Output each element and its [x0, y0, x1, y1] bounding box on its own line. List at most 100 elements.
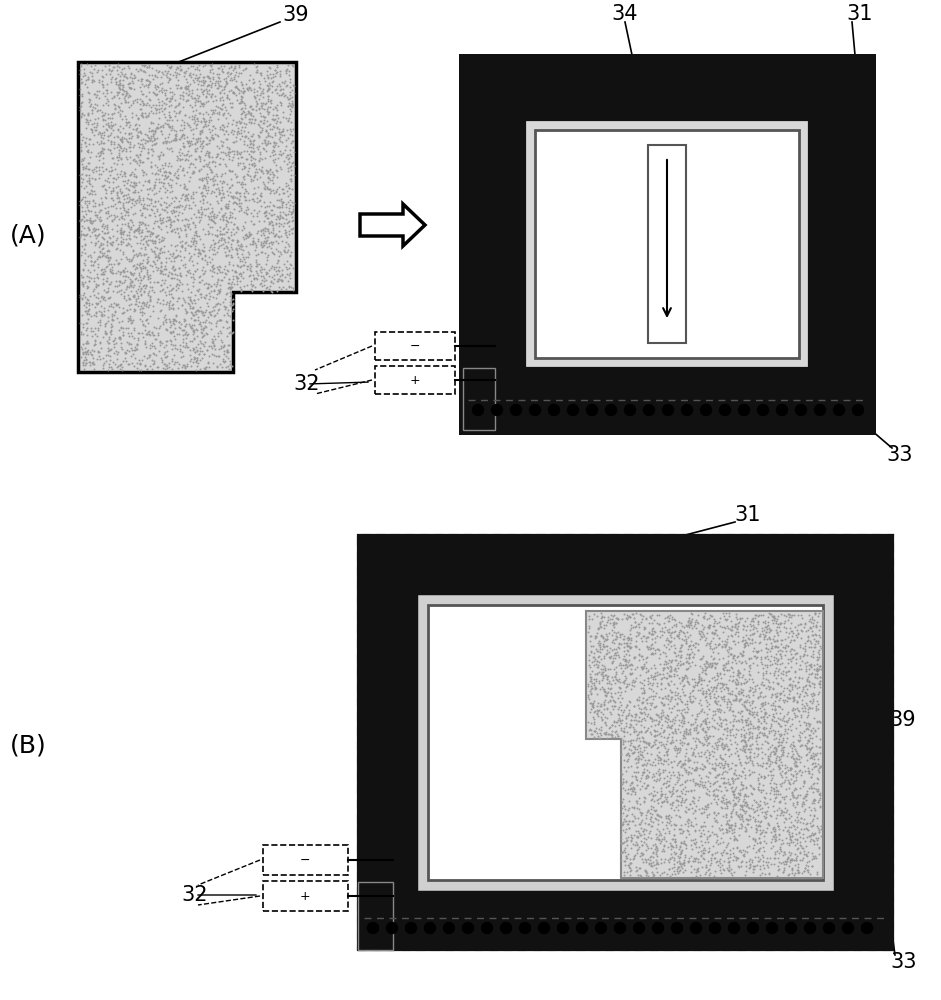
Point: [73, 71, 88, 87]
Point: [648, 765, 663, 781]
Point: [810, 662, 825, 678]
Point: [75, 161, 90, 177]
Point: [104, 236, 119, 252]
Point: [191, 355, 206, 371]
Point: [616, 702, 631, 718]
Point: [134, 83, 149, 99]
Point: [94, 212, 109, 228]
Point: [133, 355, 148, 371]
Point: [263, 95, 279, 111]
Point: [627, 610, 642, 626]
Point: [93, 262, 108, 278]
Point: [763, 782, 778, 798]
Point: [678, 633, 694, 649]
Point: [768, 823, 783, 839]
Point: [111, 178, 126, 194]
Point: [628, 614, 643, 630]
Point: [705, 641, 720, 657]
Point: [634, 845, 649, 861]
Point: [130, 128, 145, 144]
Point: [82, 301, 97, 317]
Point: [784, 646, 799, 662]
Point: [803, 633, 818, 649]
Point: [812, 661, 827, 677]
Point: [681, 649, 696, 665]
Point: [142, 132, 157, 148]
Point: [781, 704, 796, 720]
Point: [812, 824, 827, 840]
Point: [215, 294, 231, 310]
Point: [733, 646, 748, 662]
Point: [114, 305, 129, 321]
Point: [250, 190, 265, 206]
Point: [795, 850, 810, 866]
Point: [136, 192, 151, 208]
Point: [276, 145, 291, 161]
Point: [274, 123, 289, 139]
Point: [152, 242, 167, 258]
Point: [663, 659, 678, 675]
Point: [204, 208, 219, 224]
Point: [738, 632, 753, 648]
Point: [78, 167, 93, 183]
Point: [719, 676, 734, 692]
Point: [249, 208, 264, 224]
Point: [147, 124, 162, 140]
Point: [622, 741, 637, 757]
Point: [129, 221, 144, 237]
Point: [217, 353, 232, 369]
Point: [239, 76, 254, 92]
Point: [715, 650, 730, 666]
Point: [602, 615, 617, 631]
Point: [279, 266, 295, 282]
Point: [131, 217, 146, 233]
Point: [235, 249, 250, 265]
Point: [106, 256, 121, 272]
Point: [243, 82, 258, 98]
Point: [107, 211, 122, 227]
Point: [169, 80, 184, 96]
Point: [792, 852, 807, 868]
Point: [128, 339, 143, 355]
Point: [208, 348, 223, 364]
Point: [582, 633, 598, 649]
Point: [126, 166, 141, 182]
Point: [586, 714, 601, 730]
Point: [715, 766, 730, 782]
Point: [724, 659, 739, 675]
Point: [172, 151, 187, 167]
Point: [105, 183, 120, 199]
Point: [284, 204, 299, 220]
Point: [689, 760, 704, 776]
Point: [272, 244, 287, 260]
Point: [172, 62, 187, 78]
Point: [719, 824, 734, 840]
Point: [769, 789, 784, 805]
Point: [108, 335, 123, 351]
Point: [686, 671, 701, 687]
Point: [198, 73, 213, 89]
Point: [123, 221, 138, 237]
Point: [681, 638, 696, 654]
Point: [133, 154, 148, 170]
Point: [206, 102, 221, 118]
Point: [126, 184, 141, 200]
Point: [732, 801, 747, 817]
Point: [212, 258, 227, 274]
Point: [677, 687, 692, 703]
Point: [247, 279, 263, 295]
Point: [668, 748, 683, 764]
Point: [105, 265, 120, 281]
Point: [245, 111, 260, 127]
Point: [179, 181, 194, 197]
Point: [813, 669, 828, 685]
Point: [731, 791, 746, 807]
Point: [120, 58, 136, 74]
Point: [82, 288, 97, 304]
Point: [218, 224, 233, 240]
Point: [759, 850, 774, 866]
Point: [127, 223, 142, 239]
Point: [682, 627, 697, 643]
Point: [134, 313, 149, 329]
Point: [685, 611, 700, 627]
